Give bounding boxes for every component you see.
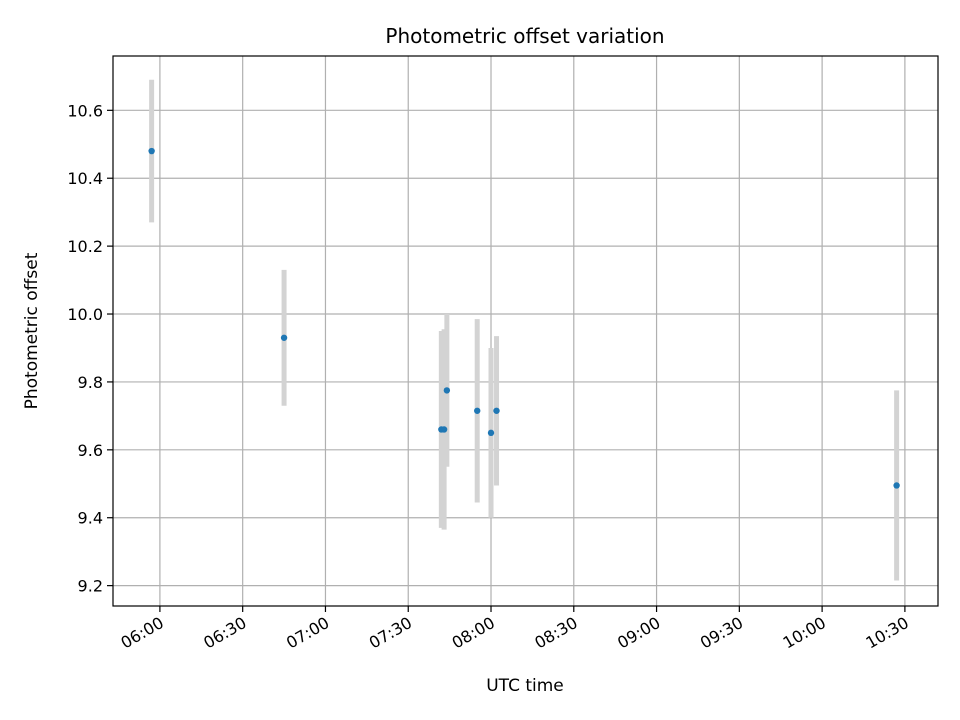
data-point bbox=[474, 407, 481, 414]
data-point bbox=[487, 429, 495, 437]
data-point bbox=[440, 426, 448, 433]
x-axis-label: UTC time bbox=[486, 676, 564, 696]
y-tick-label: 9.4 bbox=[78, 509, 103, 528]
chart-title: Photometric offset variation bbox=[385, 24, 664, 48]
y-tick-label: 10.4 bbox=[67, 169, 103, 188]
data-points bbox=[148, 147, 900, 489]
y-tick-label: 10.6 bbox=[67, 101, 103, 120]
y-axis-label: Photometric offset bbox=[22, 252, 42, 409]
y-tick-label: 10.0 bbox=[67, 305, 103, 324]
data-point bbox=[443, 387, 451, 394]
data-point bbox=[893, 482, 900, 489]
plot-frame bbox=[112, 55, 939, 607]
y-tick-label: 10.2 bbox=[67, 237, 103, 256]
grid bbox=[113, 56, 938, 606]
y-tick-label: 9.2 bbox=[78, 577, 103, 596]
data-point bbox=[493, 407, 500, 414]
data-point bbox=[148, 147, 155, 155]
y-axis: 9.2 9.4 9.6 9.8 10.0 10.2 10.4 10.6 bbox=[67, 101, 113, 596]
data-point bbox=[280, 334, 288, 341]
y-tick-label: 9.6 bbox=[78, 441, 103, 460]
y-tick-label: 9.8 bbox=[78, 373, 103, 392]
